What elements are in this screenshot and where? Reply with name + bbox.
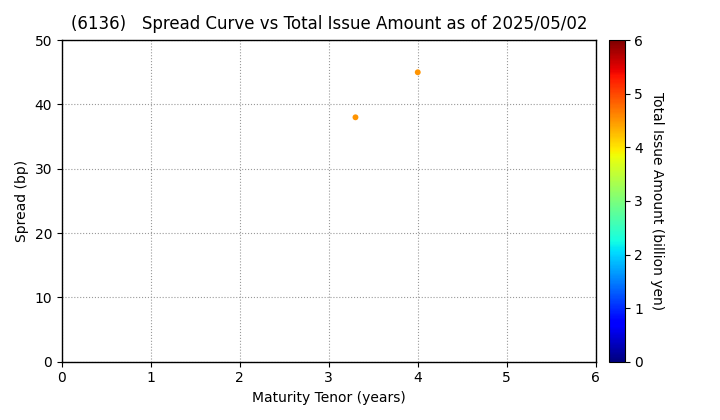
Y-axis label: Spread (bp): Spread (bp)	[15, 160, 29, 242]
Point	[412, 69, 423, 76]
Title: (6136)   Spread Curve vs Total Issue Amount as of 2025/05/02: (6136) Spread Curve vs Total Issue Amoun…	[71, 15, 587, 33]
X-axis label: Maturity Tenor (years): Maturity Tenor (years)	[252, 391, 405, 405]
Y-axis label: Total Issue Amount (billion yen): Total Issue Amount (billion yen)	[650, 92, 664, 310]
Point	[350, 114, 361, 121]
